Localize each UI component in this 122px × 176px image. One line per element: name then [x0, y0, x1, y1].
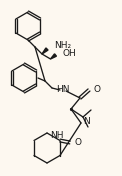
Text: NH: NH: [50, 130, 63, 140]
Text: NH₂: NH₂: [54, 40, 71, 49]
Text: O: O: [75, 138, 82, 147]
Text: OH: OH: [62, 49, 76, 58]
Text: N: N: [83, 118, 90, 127]
Text: HN: HN: [56, 86, 70, 95]
Polygon shape: [42, 48, 48, 54]
Polygon shape: [51, 54, 56, 59]
Text: O: O: [94, 86, 101, 95]
